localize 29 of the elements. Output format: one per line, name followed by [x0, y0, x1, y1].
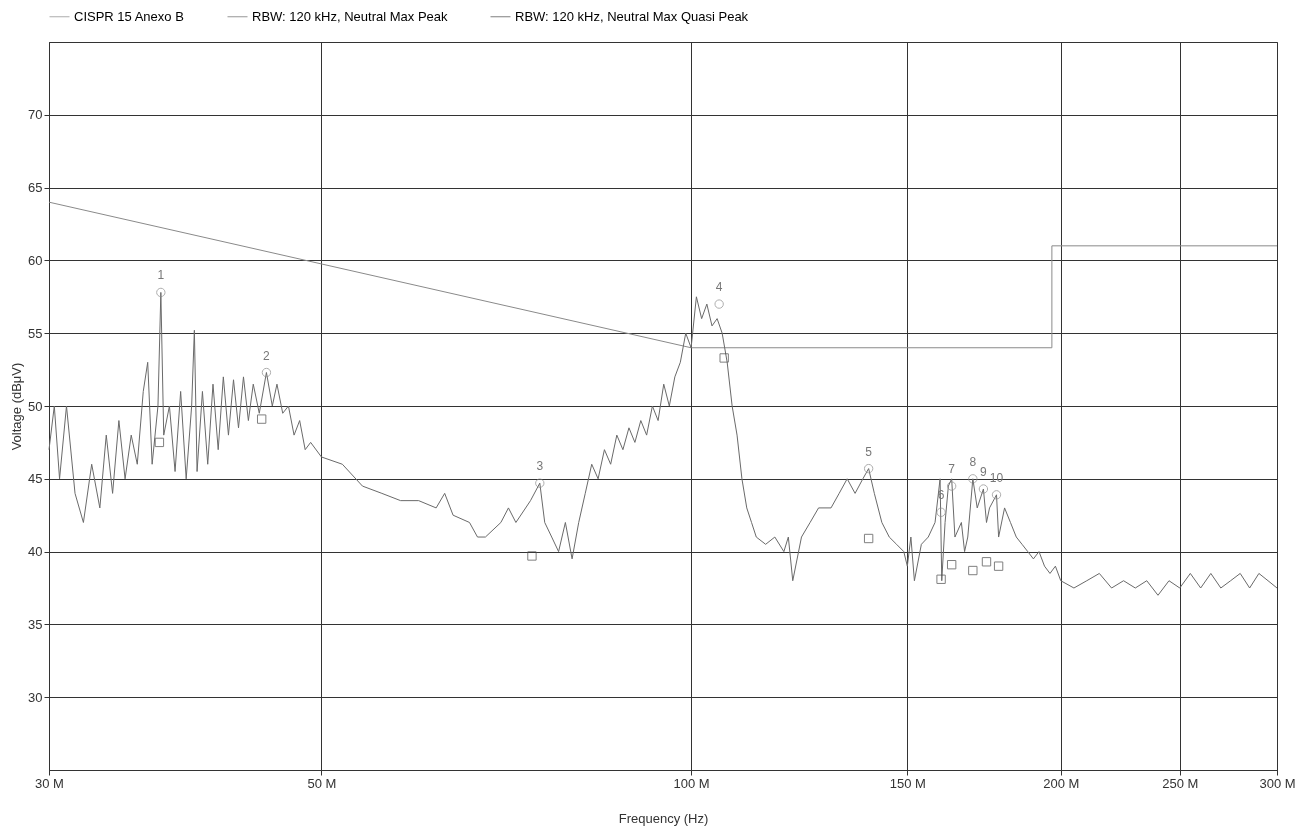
- y-tick-label: 30: [28, 689, 43, 705]
- x-tick-label: 300 M: [1259, 775, 1296, 791]
- annotation: 4: [715, 280, 723, 295]
- y-tick-label: 45: [28, 471, 43, 487]
- y-tick-label: 35: [28, 616, 43, 632]
- y-axis-title: Voltage (dBμV): [9, 362, 25, 451]
- y-tick-label: 55: [28, 325, 43, 341]
- x-tick-label: 50 M: [307, 775, 337, 791]
- x-tick-label: 250 M: [1162, 775, 1199, 791]
- annotation: 3: [536, 459, 544, 474]
- annotation: 1: [157, 268, 165, 283]
- annotation: 5: [865, 444, 873, 459]
- y-tick-label: 40: [28, 544, 43, 560]
- x-tick-label: 150 M: [889, 775, 926, 791]
- y-tick-label: 50: [28, 398, 43, 414]
- annotation: 2: [263, 348, 271, 363]
- x-tick-label: 100 M: [673, 775, 710, 791]
- y-tick-label: 60: [28, 252, 43, 268]
- x-tick-label: 30 M: [35, 775, 64, 791]
- annotation: 8: [969, 454, 977, 469]
- annotation: 9: [980, 464, 988, 479]
- y-tick-label: 70: [28, 107, 43, 123]
- y-tick-label: 65: [28, 180, 43, 196]
- legend-label: RBW: 120 kHz, Neutral Max Quasi Peak: [515, 8, 749, 24]
- legend-label: CISPR 15 Anexo B: [74, 8, 184, 24]
- x-axis-title: Frequency (Hz): [618, 810, 709, 826]
- x-tick-label: 200 M: [1043, 775, 1080, 791]
- annotation: 7: [948, 462, 956, 477]
- legend-label: RBW: 120 kHz, Neutral Max Peak: [252, 8, 449, 24]
